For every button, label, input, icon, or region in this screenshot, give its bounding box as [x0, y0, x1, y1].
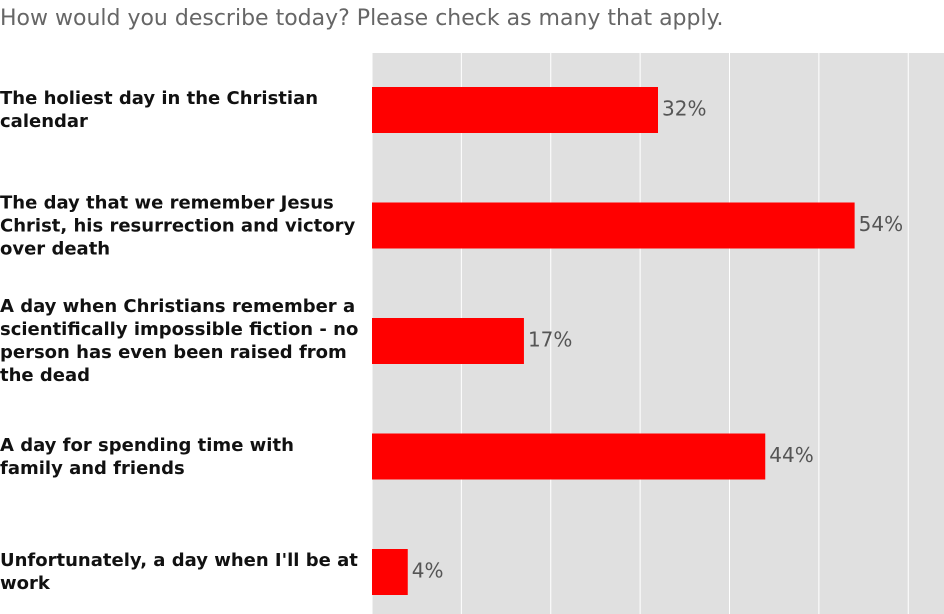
value-label: 54% — [859, 212, 903, 236]
category-label: A day for spending time with family and … — [0, 434, 294, 479]
bar — [372, 433, 766, 480]
value-label: 17% — [528, 328, 572, 352]
value-label: 4% — [412, 559, 444, 583]
value-label: 44% — [769, 443, 813, 467]
bar — [372, 549, 408, 595]
category-label: Unfortunately, a day when I'll be at wor… — [0, 550, 358, 594]
chart-title: How would you describe today? Please che… — [0, 6, 723, 31]
value-label: 32% — [662, 97, 706, 121]
category-label: A day when Christians remember a scienti… — [0, 296, 359, 386]
bar — [372, 202, 855, 249]
bar — [372, 318, 524, 364]
category-label: The day that we remember Jesus Christ, h… — [0, 192, 356, 259]
bar — [372, 87, 658, 133]
category-label: The holiest day in the Christian calenda… — [0, 88, 319, 132]
